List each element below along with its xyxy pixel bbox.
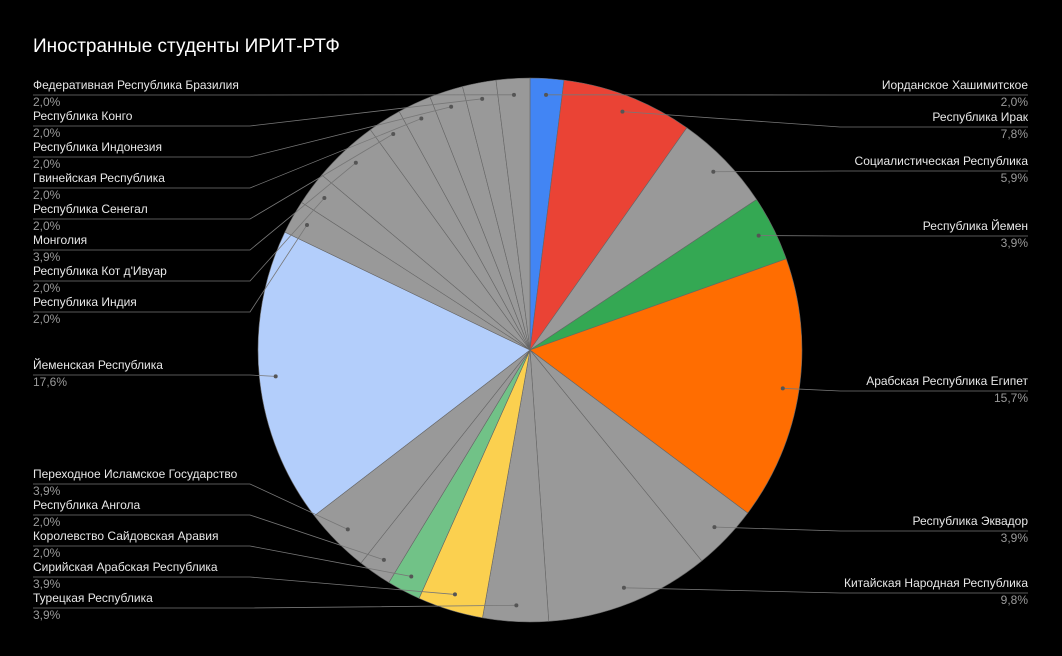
leader-line: [713, 170, 1028, 173]
leader-line: [33, 483, 348, 530]
pie-slice: [529, 79, 688, 351]
slice-value-label: 2,0%: [33, 312, 61, 326]
leader-line: [782, 387, 1028, 392]
leader-line: [33, 106, 452, 158]
slice-label: Монголия: [33, 233, 87, 247]
slice-value-label: 2,0%: [33, 157, 61, 171]
slice-label: Республика Ангола: [33, 498, 141, 512]
slice-value-label: 2,0%: [1001, 95, 1029, 109]
slice-value-label: 3,9%: [1001, 531, 1029, 545]
slice-label: Сирийская Арабская Республика: [33, 560, 218, 574]
slice-label: Республика Эквадор: [913, 514, 1029, 528]
slice-value-label: 2,0%: [33, 281, 61, 295]
slice-label: Республика Сенегал: [33, 202, 148, 216]
leader-dot: [391, 131, 396, 136]
slice-value-label: 3,9%: [33, 250, 61, 264]
slice-label: Переходное Исламское Государство: [33, 467, 238, 481]
chart-title: Иностранные студенты ИРИТ-РТФ: [33, 36, 340, 57]
leader-dot: [345, 527, 350, 532]
slice-label: Республика Кот д'Ивуар: [33, 264, 167, 278]
slice-value-label: 5,9%: [1001, 171, 1029, 185]
pie-slice: [529, 258, 803, 514]
slice-value-label: 15,7%: [994, 391, 1028, 405]
pie-slice: [495, 77, 531, 351]
slice-label: Республика Индонезия: [33, 140, 162, 154]
slice-label: Китайская Народная Республика: [844, 576, 1028, 590]
slice-label: Гвинейская Республика: [33, 171, 165, 185]
leader-dot: [381, 557, 386, 562]
leader-dot: [304, 222, 309, 227]
leader-line: [33, 224, 308, 313]
slice-value-label: 2,0%: [33, 188, 61, 202]
slice-label: Федеративная Республика Бразилия: [33, 78, 239, 92]
slice-value-label: 2,0%: [33, 95, 61, 109]
leader-line: [33, 514, 385, 561]
pie-slice: [257, 231, 531, 517]
slice-value-label: 17,6%: [33, 375, 67, 389]
leader-dot: [409, 574, 414, 579]
leader-line: [33, 545, 412, 577]
leader-line: [33, 374, 276, 377]
leader-line: [33, 118, 422, 189]
slice-label: Республика Ирак: [932, 110, 1028, 124]
leader-line: [33, 162, 357, 251]
leader-dot: [756, 233, 761, 238]
slice-label: Арабская Республика Египет: [866, 374, 1028, 388]
leader-line: [33, 133, 394, 220]
leader-line: [33, 604, 517, 609]
slice-label: Йеменская Республика: [33, 357, 163, 372]
leader-dot: [514, 603, 519, 608]
slice-label: Республика Йемен: [923, 218, 1028, 233]
slice-value-label: 7,8%: [1001, 127, 1029, 141]
slice-value-label: 2,0%: [33, 219, 61, 233]
leader-dot: [711, 169, 716, 174]
slice-label: Социалистическая Республика: [855, 154, 1029, 168]
leader-dot: [621, 585, 626, 590]
slice-value-label: 3,9%: [33, 484, 61, 498]
leader-line: [622, 111, 1028, 128]
leader-dot: [322, 196, 327, 201]
slice-value-label: 3,9%: [1001, 236, 1029, 250]
slice-value-label: 3,9%: [33, 577, 61, 591]
leader-dot: [452, 592, 457, 597]
leader-line: [714, 526, 1028, 532]
leader-dot: [273, 374, 278, 379]
leader-dot: [449, 104, 454, 109]
leader-dot: [620, 109, 625, 114]
slice-value-label: 2,0%: [33, 546, 61, 560]
leader-line: [33, 98, 483, 127]
slice-value-label: 2,0%: [33, 126, 61, 140]
leader-dot: [353, 160, 358, 165]
slice-label: Иорданское Хашимитское: [882, 78, 1028, 92]
leader-dot: [712, 525, 717, 530]
slice-label: Республика Индия: [33, 295, 137, 309]
slice-value-label: 9,8%: [1001, 593, 1029, 607]
leader-dot: [544, 92, 549, 97]
leader-line: [33, 197, 325, 282]
slice-value-label: 2,0%: [33, 515, 61, 529]
leader-dot: [419, 116, 424, 121]
slice-label: Турецкая Республика: [33, 591, 153, 605]
leader-dot: [480, 96, 485, 101]
slice-label: Королевство Сайдовская Аравия: [33, 529, 218, 543]
leader-line: [623, 587, 1028, 594]
leader-dot: [511, 92, 516, 97]
pie-slice: [529, 349, 703, 622]
leader-dot: [780, 386, 785, 391]
leader-line: [33, 576, 455, 595]
slice-label: Республика Конго: [33, 109, 133, 123]
slice-value-label: 3,9%: [33, 608, 61, 622]
